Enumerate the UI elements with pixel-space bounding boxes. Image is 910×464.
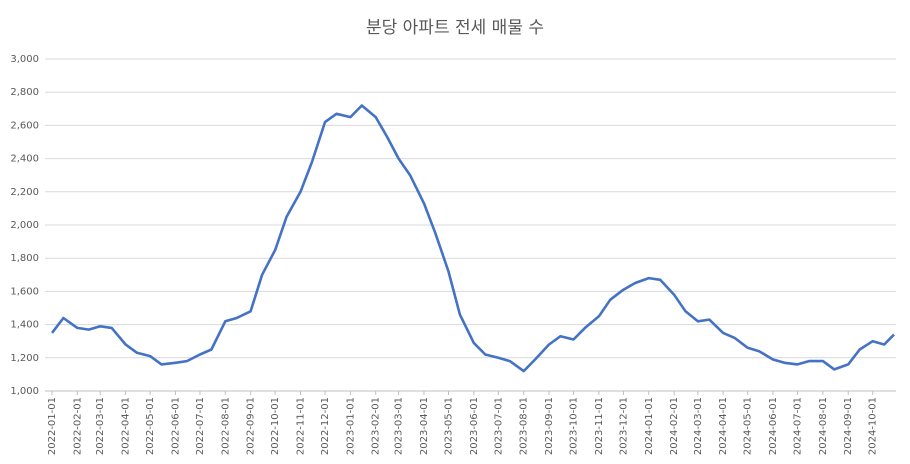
y-tick-label: 2,600: [10, 120, 39, 131]
x-tick-label: 2023-09-01: [544, 397, 555, 455]
x-tick-label: 2023-11-01: [594, 397, 605, 455]
x-tick-label: 2023-10-01: [569, 397, 580, 455]
x-tick-label: 2023-02-01: [371, 397, 382, 455]
y-tick-label: 2,000: [10, 220, 39, 231]
x-tick-label: 2023-01-01: [345, 397, 356, 455]
x-tick-label: 2022-01-01: [47, 397, 58, 455]
x-tick-label: 2024-10-01: [868, 397, 879, 455]
x-tick-label: 2024-08-01: [818, 397, 829, 455]
x-tick-label: 2023-07-01: [493, 397, 504, 455]
y-tick-label: 2,200: [10, 187, 39, 198]
x-tick-label: 2023-05-01: [443, 397, 454, 455]
x-tick-label: 2022-09-01: [246, 397, 257, 455]
x-tick-label: 2024-07-01: [793, 397, 804, 455]
x-tick-label: 2022-04-01: [121, 397, 132, 455]
chart-title: 분당 아파트 전세 매물 수: [366, 18, 544, 38]
y-tick-label: 1,200: [10, 353, 39, 364]
x-tick-label: 2023-06-01: [469, 397, 480, 455]
x-tick-label: 2022-11-01: [296, 397, 307, 455]
x-tick-label: 2024-04-01: [718, 397, 729, 455]
x-tick-label: 2024-01-01: [644, 397, 655, 455]
x-tick-label: 2023-08-01: [519, 397, 530, 455]
x-tick-label: 2022-12-01: [320, 397, 331, 455]
x-tick-label: 2023-12-01: [618, 397, 629, 455]
y-tick-label: 3,000: [10, 54, 39, 65]
x-tick-label: 2023-04-01: [419, 397, 430, 455]
y-tick-label: 1,800: [10, 253, 39, 264]
x-tick-label: 2022-08-01: [220, 397, 231, 455]
x-tick-label: 2024-09-01: [843, 397, 854, 455]
x-tick-label: 2024-02-01: [669, 397, 680, 455]
y-tick-label: 1,000: [10, 386, 39, 397]
x-tick-label: 2023-03-01: [394, 397, 405, 455]
x-tick-label: 2022-07-01: [195, 397, 206, 455]
x-tick-label: 2022-02-01: [72, 397, 83, 455]
y-tick-label: 2,800: [10, 87, 39, 98]
y-tick-label: 1,600: [10, 286, 39, 297]
x-tick-label: 2022-03-01: [95, 397, 106, 455]
data-line: [50, 104, 895, 373]
x-tick-label: 2022-06-01: [170, 397, 181, 455]
x-tick-label: 2022-10-01: [270, 397, 281, 455]
y-tick-label: 1,400: [10, 320, 39, 331]
x-tick-label: 2024-03-01: [693, 397, 704, 455]
x-tick-label: 2024-06-01: [768, 397, 779, 455]
x-tick-label: 2024-05-01: [743, 397, 754, 455]
x-tick-label: 2022-05-01: [145, 397, 156, 455]
y-tick-label: 2,400: [10, 154, 39, 165]
